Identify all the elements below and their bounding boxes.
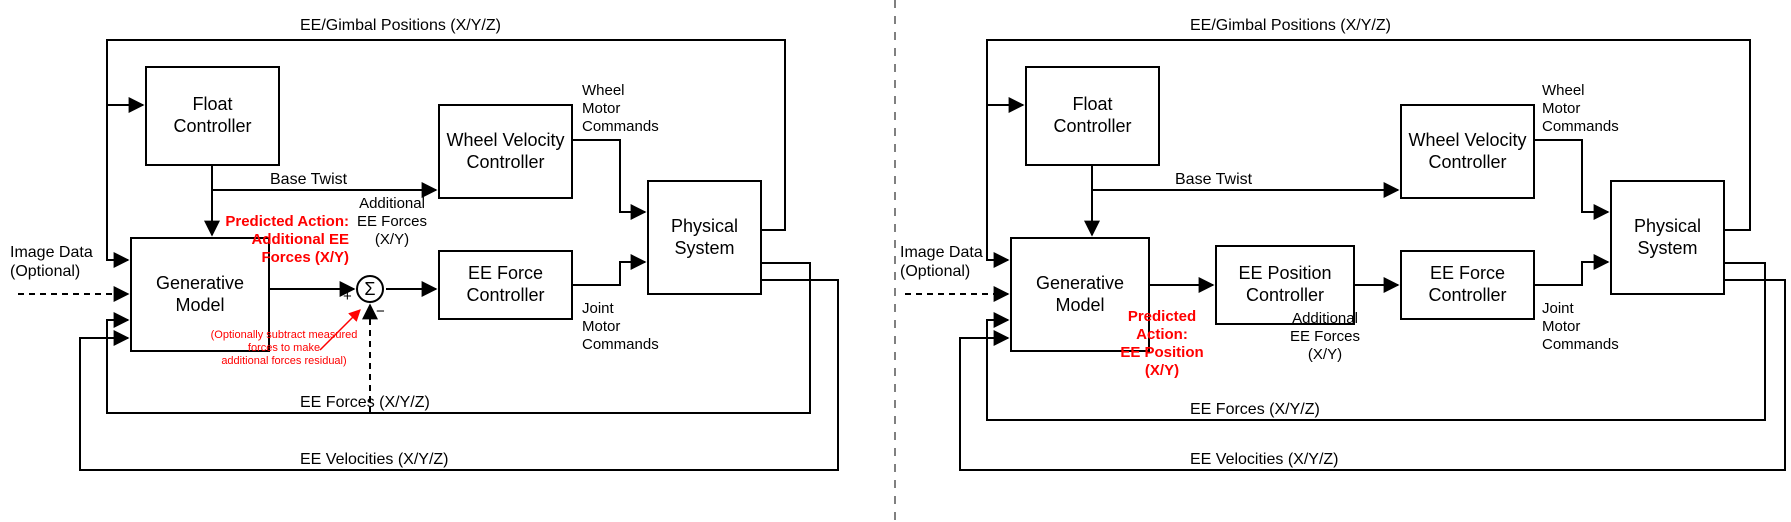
- l-top-to-gen: [107, 105, 128, 260]
- l-joint-cmds-label: Joint Motor Commands: [582, 300, 659, 354]
- l-float-controller: Float Controller: [145, 66, 280, 166]
- l-top-feedback-label: EE/Gimbal Positions (X/Y/Z): [300, 16, 501, 35]
- r-ee-velocities-fb-label: EE Velocities (X/Y/Z): [1190, 450, 1339, 469]
- l-wheel-to-phys: [573, 140, 645, 212]
- r-physical-system: Physical System: [1610, 180, 1725, 295]
- r-eeforce-to-phys: [1535, 262, 1608, 285]
- l-wheel-cmds-label: Wheel Motor Commands: [582, 82, 659, 136]
- r-base-twist-label: Base Twist: [1175, 170, 1252, 189]
- diagram-canvas: Float Controller Generative Model Wheel …: [0, 0, 1791, 522]
- l-optional-subtract-label: (Optionally subtract measured forces to …: [204, 329, 364, 369]
- l-physical-system: Physical System: [647, 180, 762, 295]
- l-eeforce-to-phys: [573, 262, 645, 285]
- r-wheel-cmds-label: Wheel Motor Commands: [1542, 82, 1619, 136]
- r-joint-cmds-label: Joint Motor Commands: [1542, 300, 1619, 354]
- l-additional-ee-label: Additional EE Forces (X/Y): [357, 195, 427, 249]
- r-image-data-label: Image Data (Optional): [900, 243, 983, 281]
- r-wheel-velocity-controller: Wheel Velocity Controller: [1400, 104, 1535, 199]
- r-float-controller: Float Controller: [1025, 66, 1160, 166]
- l-image-data-label: Image Data (Optional): [10, 243, 93, 281]
- r-top-to-gen: [987, 105, 1008, 260]
- r-top-feedback-label: EE/Gimbal Positions (X/Y/Z): [1190, 16, 1391, 35]
- l-ee-forces-fb-label: EE Forces (X/Y/Z): [300, 393, 430, 412]
- l-ee-force-controller: EE Force Controller: [438, 250, 573, 320]
- l-base-twist-label: Base Twist: [270, 170, 347, 189]
- r-additional-ee-label: Additional EE Forces (X/Y): [1290, 310, 1360, 364]
- r-ee-forces-fb-label: EE Forces (X/Y/Z): [1190, 400, 1320, 419]
- r-wheel-to-phys: [1535, 140, 1608, 212]
- r-predicted-action-label: Predicted Action: EE Position (X/Y): [1112, 290, 1212, 380]
- l-sum-node: Σ: [356, 275, 384, 303]
- l-sum-plus: +: [343, 288, 352, 306]
- l-wheel-velocity-controller: Wheel Velocity Controller: [438, 104, 573, 199]
- l-ee-velocities-fb-label: EE Velocities (X/Y/Z): [300, 450, 449, 469]
- r-ee-force-controller: EE Force Controller: [1400, 250, 1535, 320]
- l-predicted-action-label: Predicted Action: Additional EE Forces (…: [224, 195, 349, 267]
- l-sum-minus: −: [376, 303, 385, 321]
